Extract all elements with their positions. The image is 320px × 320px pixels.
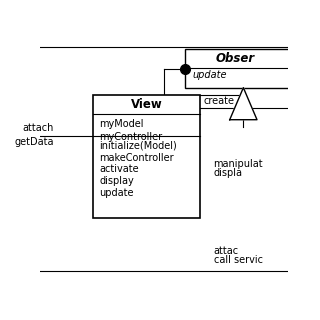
Text: update: update xyxy=(100,188,134,198)
Text: update: update xyxy=(193,70,227,80)
Text: attach: attach xyxy=(22,123,54,133)
Text: manipulat: manipulat xyxy=(214,159,263,169)
Text: activate: activate xyxy=(100,164,139,174)
Text: getData: getData xyxy=(14,137,54,147)
Text: displa: displa xyxy=(214,168,243,178)
Text: initialize(Model): initialize(Model) xyxy=(100,141,177,151)
Polygon shape xyxy=(230,88,257,120)
Text: View: View xyxy=(131,98,163,111)
Text: makeController: makeController xyxy=(100,153,174,163)
Text: myController: myController xyxy=(100,132,163,142)
Bar xyxy=(185,50,297,88)
Text: Obser: Obser xyxy=(216,52,255,65)
Text: display: display xyxy=(100,176,134,186)
Text: attac: attac xyxy=(214,246,239,256)
Bar xyxy=(93,95,200,218)
Text: myModel: myModel xyxy=(100,119,144,129)
Text: call servic: call servic xyxy=(214,255,263,265)
Text: create: create xyxy=(204,96,235,106)
